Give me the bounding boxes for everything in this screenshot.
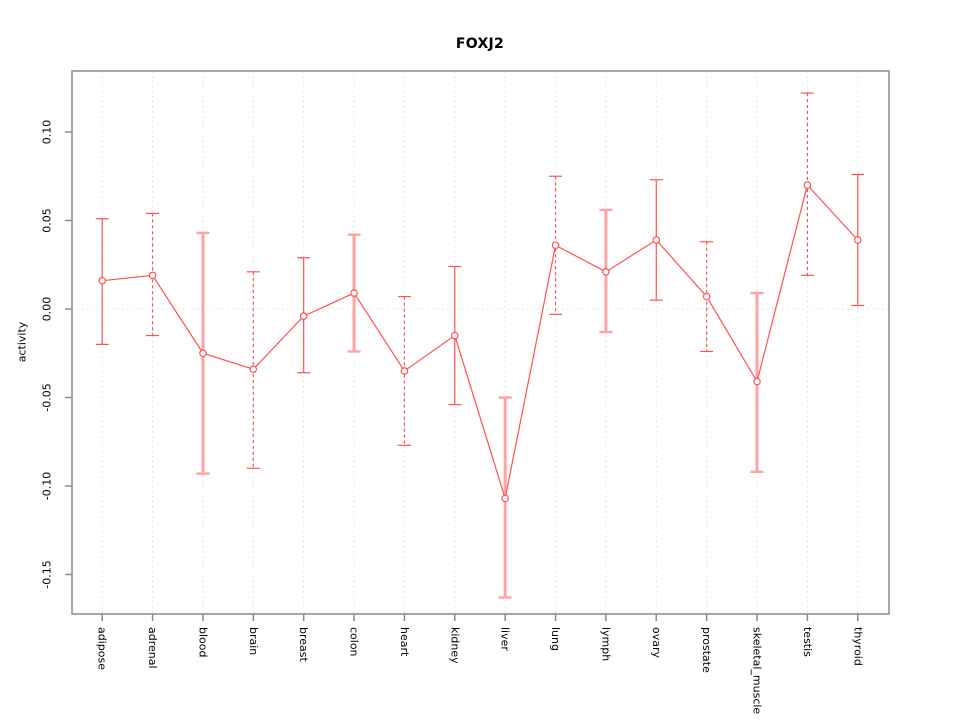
x-tick-label-colon: colon bbox=[348, 627, 361, 657]
y-tick-label: -0.05 bbox=[41, 383, 54, 411]
x-tick-label-heart: heart bbox=[398, 627, 411, 657]
x-tick-label-brain: brain bbox=[247, 627, 260, 655]
data-point-liver bbox=[501, 494, 509, 503]
y-tick-label: 0.10 bbox=[41, 120, 54, 145]
y-tick-label: -0.10 bbox=[41, 472, 54, 500]
chart-title: FOXJ2 bbox=[455, 36, 505, 52]
data-point-prostate bbox=[702, 292, 711, 301]
data-point-adipose bbox=[98, 276, 107, 285]
x-tick-label-kidney: kidney bbox=[448, 627, 461, 664]
x-tick-label-adipose: adipose bbox=[96, 627, 109, 670]
data-point-lymph bbox=[602, 268, 610, 276]
data-point-brain bbox=[249, 365, 258, 373]
y-axis-label: activity bbox=[15, 321, 29, 363]
data-point-heart bbox=[400, 367, 409, 375]
y-tick-label: 0.00 bbox=[41, 297, 54, 322]
data-point-lung bbox=[551, 241, 560, 250]
plot-border bbox=[71, 70, 890, 615]
x-tick-label-liver: liver bbox=[499, 627, 512, 651]
data-point-skeletal_muscle bbox=[753, 377, 761, 386]
x-tick-label-testis: testis bbox=[801, 627, 814, 657]
x-tick-label-lymph: lymph bbox=[599, 627, 612, 661]
data-point-kidney bbox=[450, 331, 459, 340]
x-tick-label-adrenal: adrenal bbox=[146, 627, 159, 669]
x-tick-label-skeletal_muscle: skeletal_muscle bbox=[751, 627, 764, 714]
x-tick-label-breast: breast bbox=[297, 627, 310, 663]
data-point-colon bbox=[350, 289, 358, 297]
data-point-breast bbox=[299, 312, 308, 320]
x-tick-label-lung: lung bbox=[549, 627, 562, 651]
data-point-adrenal bbox=[148, 271, 157, 280]
error-bar-lung bbox=[549, 175, 563, 315]
data-point-blood bbox=[199, 349, 207, 358]
data-point-ovary bbox=[652, 236, 661, 244]
x-tick-label-blood: blood bbox=[196, 627, 209, 657]
y-tick-label: -0.15 bbox=[41, 560, 54, 588]
x-tick-label-prostate: prostate bbox=[700, 627, 713, 673]
y-tick-label: 0.05 bbox=[41, 208, 54, 233]
x-tick-label-ovary: ovary bbox=[650, 627, 663, 659]
x-tick-label-thyroid: thyroid bbox=[851, 627, 864, 666]
data-point-thyroid bbox=[853, 236, 862, 244]
series-line bbox=[102, 183, 859, 499]
data-point-testis bbox=[803, 181, 812, 189]
